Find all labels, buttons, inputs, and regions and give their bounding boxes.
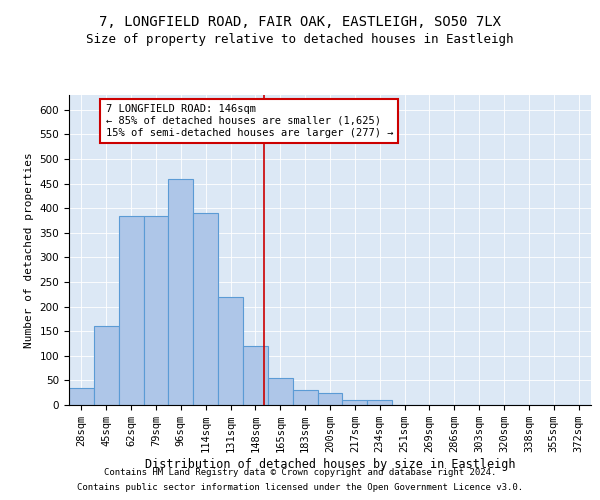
Y-axis label: Number of detached properties: Number of detached properties (24, 152, 34, 348)
Bar (293, 390, 317, 405)
Bar (119, 216, 143, 405)
Bar (169, 178, 193, 405)
Bar (317, 392, 343, 405)
Text: 7 LONGFIELD ROAD: 146sqm
← 85% of detached houses are smaller (1,625)
15% of sem: 7 LONGFIELD ROAD: 146sqm ← 85% of detach… (106, 104, 393, 138)
Bar (367, 400, 392, 405)
Bar (243, 346, 268, 405)
Bar (94, 326, 119, 405)
Bar (69, 388, 94, 405)
Text: 7, LONGFIELD ROAD, FAIR OAK, EASTLEIGH, SO50 7LX: 7, LONGFIELD ROAD, FAIR OAK, EASTLEIGH, … (99, 15, 501, 29)
Text: Contains public sector information licensed under the Open Government Licence v3: Contains public sector information licen… (77, 483, 523, 492)
Bar (218, 296, 243, 405)
Bar (343, 400, 367, 405)
Text: Size of property relative to detached houses in Eastleigh: Size of property relative to detached ho… (86, 32, 514, 46)
Bar (193, 213, 218, 405)
X-axis label: Distribution of detached houses by size in Eastleigh: Distribution of detached houses by size … (145, 458, 515, 471)
Text: Contains HM Land Registry data © Crown copyright and database right 2024.: Contains HM Land Registry data © Crown c… (104, 468, 496, 477)
Bar (143, 216, 169, 405)
Bar (268, 378, 293, 405)
